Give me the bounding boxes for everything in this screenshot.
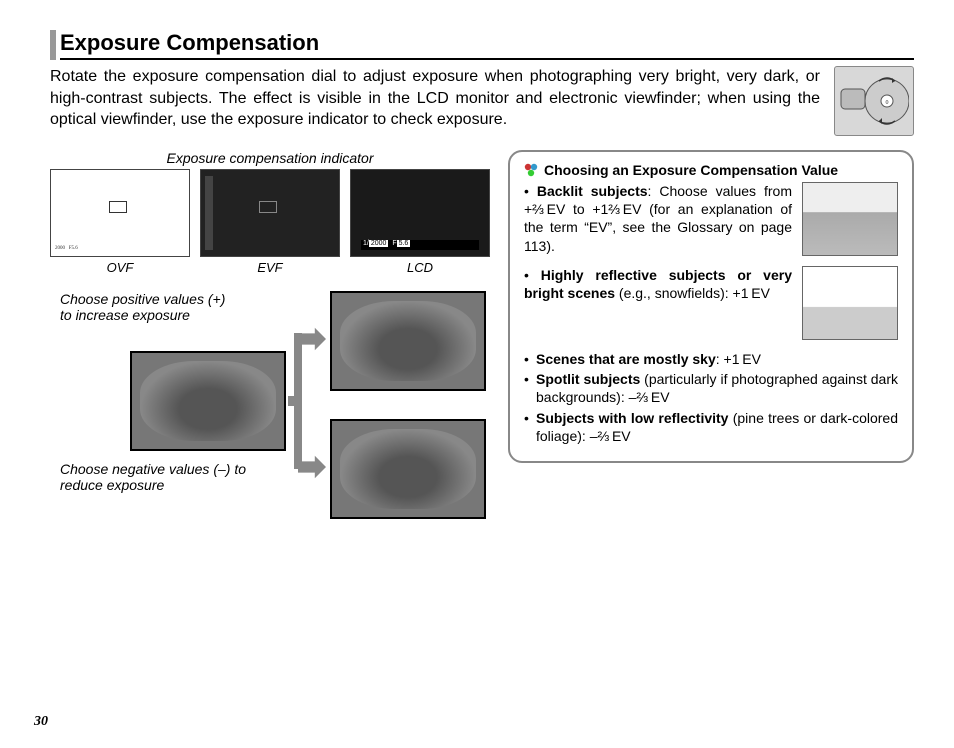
example-image-brighter (330, 291, 486, 391)
tip-sky-label: Scenes that are mostly sky (536, 351, 716, 367)
content-columns: Exposure compensation indicator 2000 F5.… (50, 150, 914, 531)
tip-row-reflective: • Highly reflective subjects or very bri… (524, 266, 898, 340)
vf-label-row: OVF EVF LCD (50, 260, 490, 275)
tip-item-lowref: Subjects with low reflectivity (pine tre… (524, 409, 898, 445)
tip-reflective-body: (e.g., snowfields): +1 EV (615, 285, 770, 301)
page-number: 30 (34, 714, 48, 730)
tip-header: Choosing an Exposure Compensation Value (524, 162, 898, 178)
indicator-caption: Exposure compensation indicator (50, 150, 490, 166)
lcd-display: 1/2000 F5.6 (350, 169, 490, 257)
section-header: Exposure Compensation (50, 30, 914, 60)
viewfinder-row: 2000 F5.6 1/2000 F5.6 (50, 169, 490, 257)
intro-row: Rotate the exposure compensation dial to… (50, 66, 914, 136)
ovf-display: 2000 F5.6 (50, 169, 190, 257)
ovf-label: OVF (50, 260, 190, 275)
tip-box: Choosing an Exposure Compensation Value … (508, 150, 914, 463)
tip-row-backlit: • Backlit subjects: Choose values from +… (524, 182, 898, 256)
caption-positive: Choose positive values (+) to increase e… (60, 291, 240, 323)
tip-lowref-label: Subjects with low reflectivity (536, 410, 728, 426)
lcd-shutter-prefix: 1/ (363, 240, 369, 247)
tip-spotlit-label: Spotlit subjects (536, 371, 640, 387)
evf-label: EVF (200, 260, 340, 275)
svg-text:0: 0 (886, 100, 889, 106)
evf-display (200, 169, 340, 257)
arrow-icon (298, 453, 326, 481)
tip-item-spotlit: Spotlit subjects (particularly if photog… (524, 370, 898, 406)
tip-backlit-text: • Backlit subjects: Choose values from +… (524, 182, 792, 255)
caption-negative: Choose negative values (–) to reduce exp… (60, 461, 250, 493)
lcd-aperture: 5.6 (397, 240, 411, 247)
tip-list: Scenes that are mostly sky: +1 EV Spotli… (524, 350, 898, 445)
arrow-icon (298, 325, 326, 353)
tip-thumb-reflective (802, 266, 898, 340)
connector-v (294, 333, 302, 469)
lcd-label: LCD (350, 260, 490, 275)
tip-reflective-text: • Highly reflective subjects or very bri… (524, 266, 792, 302)
dial-illustration: 0 (834, 66, 914, 136)
lcd-shutter: 2000 (369, 240, 389, 247)
tip-thumb-backlit (802, 182, 898, 256)
section-title: Exposure Compensation (60, 30, 914, 60)
lcd-f-prefix: F (392, 240, 396, 247)
example-image-original (130, 351, 286, 451)
tip-backlit-label: Backlit subjects (537, 183, 648, 199)
example-image-darker (330, 419, 486, 519)
right-column: Choosing an Exposure Compensation Value … (508, 150, 914, 531)
tip-title: Choosing an Exposure Compensation Value (544, 162, 838, 178)
intro-paragraph: Rotate the exposure compensation dial to… (50, 66, 820, 136)
tip-icon (524, 163, 538, 177)
left-column: Exposure compensation indicator 2000 F5.… (50, 150, 490, 531)
tip-sky-body: : +1 EV (716, 351, 761, 367)
example-section: Choose positive values (+) to increase e… (50, 291, 490, 531)
tip-item-sky: Scenes that are mostly sky: +1 EV (524, 350, 898, 368)
header-accent (50, 30, 56, 60)
